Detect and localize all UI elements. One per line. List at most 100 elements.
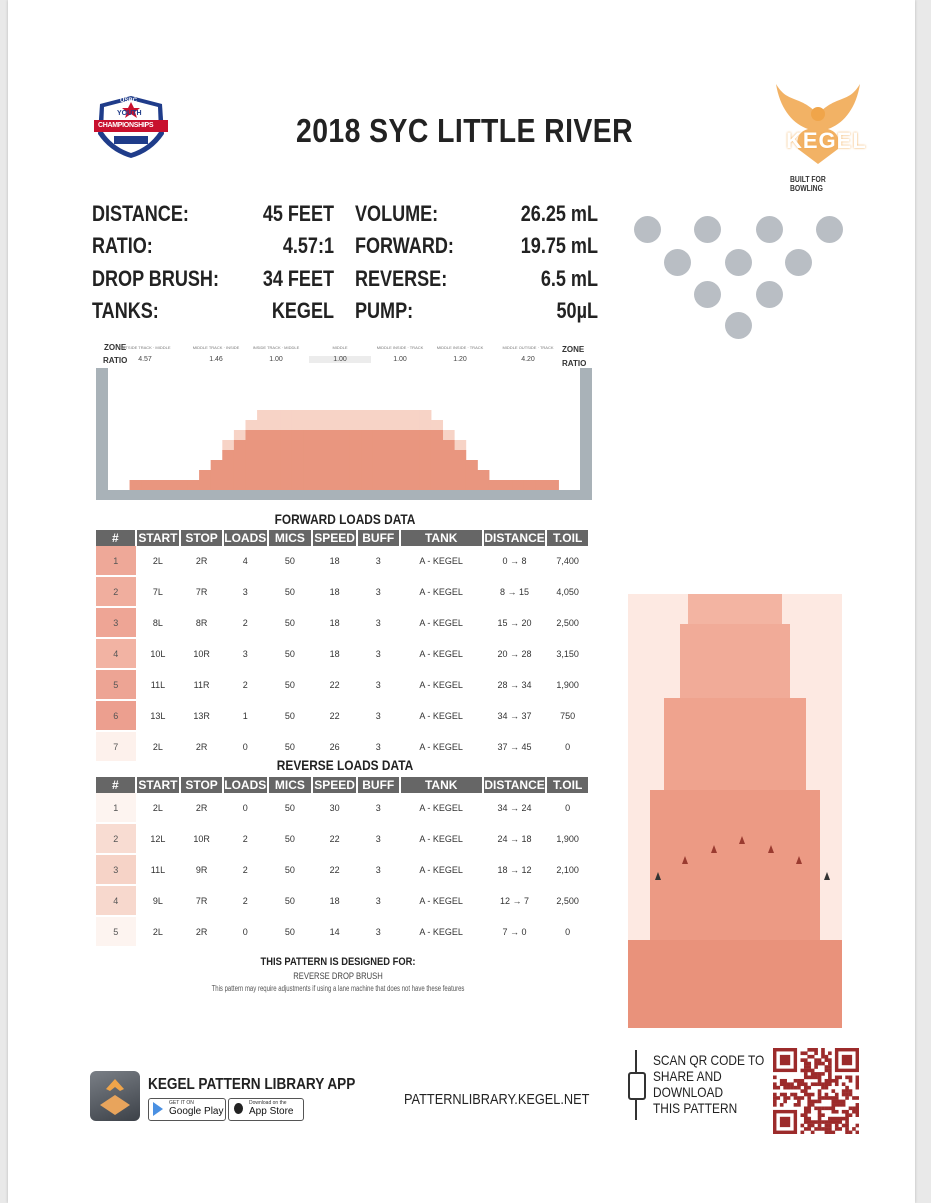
app-store-button[interactable]: Download on the App Store bbox=[228, 1098, 304, 1121]
column-header: BUFF bbox=[356, 530, 401, 546]
forward-oil-bar bbox=[245, 430, 258, 490]
table-cell: 26 bbox=[329, 741, 340, 752]
ratio-value: 4.57:1 bbox=[282, 233, 334, 258]
table-cell: 2 bbox=[242, 864, 248, 875]
table-cell: 18 bbox=[329, 617, 340, 628]
table-cell: 3 bbox=[375, 556, 381, 566]
table-cell: 1,900 bbox=[556, 679, 579, 690]
page-title: 2018 SYC LITTLE RIVER bbox=[296, 112, 634, 149]
designed-for-item: REVERSE DROP BRUSH bbox=[293, 971, 383, 981]
app-store-small: Download on the bbox=[249, 1100, 287, 1106]
pin-2 bbox=[694, 281, 721, 308]
pin-5 bbox=[725, 249, 752, 276]
table-cell: 10L bbox=[150, 648, 166, 659]
table-cell: 0 bbox=[565, 741, 571, 752]
forward-oil-bar bbox=[257, 430, 270, 490]
table-cell: A - KEGEL bbox=[419, 617, 463, 628]
table-cell: 10R bbox=[193, 648, 210, 659]
table-cell: A - KEGEL bbox=[419, 710, 463, 721]
table-cell: 7R bbox=[195, 895, 208, 906]
table-cell: 12 → 7 bbox=[500, 895, 530, 906]
app-store-label: App Store bbox=[249, 1106, 294, 1117]
table-cell: 2R bbox=[195, 556, 208, 566]
table-cell: 10R bbox=[193, 833, 210, 844]
lane-arrow-icon bbox=[739, 836, 745, 844]
qr-code[interactable] bbox=[773, 1048, 859, 1134]
forward-oil-bar bbox=[291, 430, 304, 490]
table-cell: 3 bbox=[375, 586, 381, 597]
pump-label: PUMP: bbox=[355, 298, 414, 323]
zone-ratio-value: 1.20 bbox=[453, 356, 467, 363]
table-row: 1 2L 2R 4 50 18 3 A - KEGEL 0 → 8 7,400 bbox=[96, 546, 589, 577]
table-cell: 50 bbox=[284, 803, 295, 813]
kegel-tagline: BUILT FOR BOWLING bbox=[790, 175, 826, 193]
tanks-label: TANKS: bbox=[92, 298, 159, 323]
distance-label: DISTANCE: bbox=[92, 201, 189, 226]
forward-oil-bar bbox=[187, 480, 200, 490]
reverse-value: 6.5 mL bbox=[540, 266, 598, 291]
phone-scan-icon bbox=[626, 1050, 646, 1120]
table-cell: A - KEGEL bbox=[419, 895, 463, 906]
pin-7 bbox=[634, 216, 661, 243]
table-cell: 2L bbox=[152, 926, 163, 937]
table-cell: 0 bbox=[242, 803, 248, 813]
row-number: 2 bbox=[96, 576, 136, 608]
google-play-button[interactable]: GET IT ON Google Play bbox=[148, 1098, 226, 1121]
row-number: 3 bbox=[96, 607, 136, 639]
forward-oil-bar bbox=[442, 440, 455, 490]
column-header: # bbox=[96, 777, 137, 793]
table-cell: 4,050 bbox=[556, 586, 579, 597]
forward-oil-bar bbox=[280, 430, 293, 490]
row-number: 1 bbox=[96, 793, 136, 824]
column-header: # bbox=[96, 530, 137, 546]
column-header: MICS bbox=[267, 777, 314, 793]
pattern-sheet: USBC YOUTH CHAMPIONSHIPS 2018 SYC LITTLE… bbox=[8, 0, 915, 1203]
row-number: 2 bbox=[96, 823, 136, 855]
drop-brush-label: DROP BRUSH: bbox=[92, 266, 219, 291]
table-row: 1 2L 2R 0 50 30 3 A - KEGEL 34 → 24 0 bbox=[96, 793, 589, 824]
qr-line-1: SCAN QR CODE TO bbox=[653, 1052, 765, 1068]
table-cell: 50 bbox=[284, 895, 295, 906]
zone-ratio-value: 1.00 bbox=[393, 356, 407, 363]
logo-text-bottom: CHAMPIONSHIPS bbox=[98, 122, 154, 129]
pin-3 bbox=[756, 281, 783, 308]
qr-instructions: SCAN QR CODE TO SHARE AND DOWNLOAD THIS … bbox=[653, 1052, 764, 1116]
forward-oil-bar bbox=[141, 480, 154, 490]
table-cell: 3 bbox=[375, 864, 381, 875]
table-cell: 2R bbox=[195, 803, 208, 813]
table-cell: 50 bbox=[284, 586, 295, 597]
chart-ruler bbox=[96, 368, 108, 500]
lane-oil-block bbox=[650, 790, 820, 940]
table-row: 7 2L 2R 0 50 26 3 A - KEGEL 37 → 45 0 bbox=[96, 731, 589, 763]
reverse-table-title: REVERSE LOADS DATA bbox=[276, 757, 414, 773]
table-cell: 2R bbox=[195, 741, 208, 752]
lane-oil-block bbox=[664, 698, 806, 790]
table-cell: 2L bbox=[152, 741, 163, 752]
table-cell: 18 → 12 bbox=[497, 864, 532, 875]
table-cell: 34 → 24 bbox=[497, 803, 532, 813]
row-number: 6 bbox=[96, 700, 136, 732]
forward-oil-bar bbox=[430, 430, 444, 490]
pattern-library-url[interactable]: PATTERNLIBRARY.KEGEL.NET bbox=[404, 1091, 590, 1108]
apple-icon bbox=[234, 1103, 243, 1114]
table-cell: 50 bbox=[284, 617, 295, 628]
row-number: 4 bbox=[96, 885, 136, 917]
pin-9 bbox=[756, 216, 783, 243]
kegel-wordmark: KEGEL bbox=[786, 128, 867, 153]
table-row: 3 8L 8R 2 50 18 3 A - KEGEL 15 → 20 2,500 bbox=[96, 607, 589, 639]
table-cell: 11L bbox=[150, 679, 166, 690]
forward-oil-bar bbox=[372, 430, 386, 490]
table-cell: 13L bbox=[150, 710, 166, 721]
column-header: T.OIL bbox=[546, 530, 590, 546]
forward-oil-bar bbox=[349, 430, 362, 490]
zone-ratio-value: 1.00 bbox=[309, 356, 371, 363]
lane-oil-block bbox=[680, 624, 790, 698]
column-header: DISTANCE bbox=[482, 777, 548, 793]
table-cell: 28 → 34 bbox=[497, 679, 532, 690]
table-cell: 20 → 28 bbox=[497, 648, 532, 659]
table-cell: 0 bbox=[242, 741, 248, 752]
row-number: 4 bbox=[96, 638, 136, 670]
google-play-small: GET IT ON bbox=[169, 1100, 194, 1106]
table-cell: 22 bbox=[329, 710, 340, 721]
table-cell: 11R bbox=[193, 679, 210, 690]
